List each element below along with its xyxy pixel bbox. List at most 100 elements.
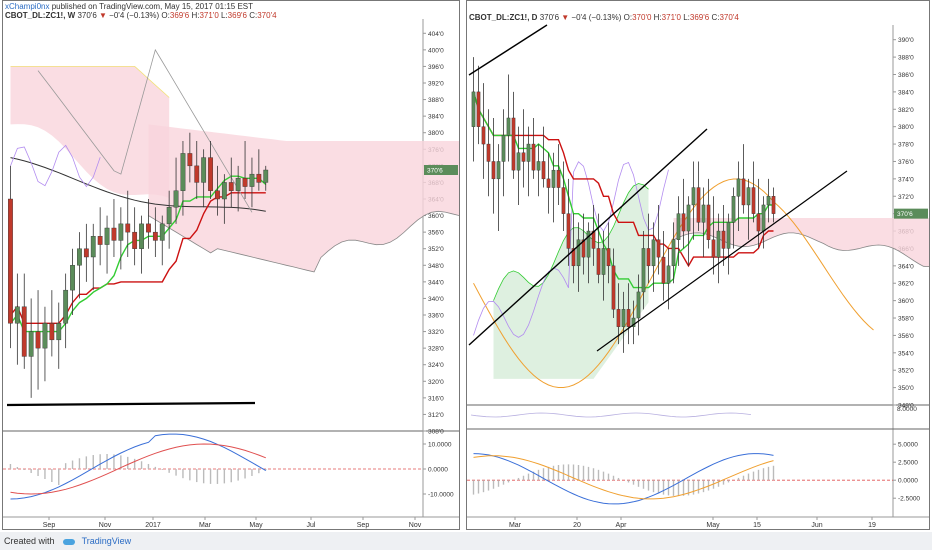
candle xyxy=(611,265,616,310)
daily-chart-panel[interactable]: CBOT_DL:ZC1!, D 370'6 ▼ −0'4 (−0.13%) O:… xyxy=(466,0,930,530)
price-tick-label: 344'0 xyxy=(428,279,444,286)
time-tick-label: 20 xyxy=(573,522,581,529)
candle xyxy=(118,223,124,241)
price-tick-label: 340'0 xyxy=(428,296,444,303)
weekly-open: 369'6 xyxy=(169,11,190,20)
candle xyxy=(496,161,501,180)
moving-average-line xyxy=(10,157,266,212)
time-tick-label: 15 xyxy=(753,522,761,529)
ichimoku-cloud-edge xyxy=(148,210,459,273)
time-tick-label: 19 xyxy=(868,522,876,529)
time-tick-label: Apr xyxy=(616,522,628,529)
price-tick-label: 352'0 xyxy=(428,246,444,253)
lagging-span-line xyxy=(10,144,101,188)
price-tick-label: 308'0 xyxy=(428,429,444,436)
price-tick-label: 316'0 xyxy=(428,395,444,402)
price-tick-label: 360'0 xyxy=(428,213,444,220)
footer-bar: Created with TradingView xyxy=(0,532,932,550)
candle xyxy=(536,161,541,171)
candle xyxy=(706,204,711,240)
created-with-label: Created with xyxy=(4,536,55,546)
candle xyxy=(132,231,138,249)
candle xyxy=(551,169,556,188)
weekly-close: 370'4 xyxy=(257,11,277,20)
daily-high: 371'0 xyxy=(661,13,681,22)
tradingview-brand-link[interactable]: TradingView xyxy=(81,536,132,546)
candle xyxy=(761,204,766,232)
price-tick-label: 332'0 xyxy=(428,329,444,336)
price-tick-label: 348'0 xyxy=(428,263,444,270)
candle xyxy=(159,223,165,241)
candle xyxy=(646,248,651,267)
price-tick-label: 400'0 xyxy=(428,47,444,54)
time-tick-label: Mar xyxy=(199,522,212,529)
trend-line xyxy=(468,128,708,346)
high-label: H: xyxy=(191,11,200,20)
chikou-span-line xyxy=(37,48,253,213)
close-label: C: xyxy=(711,13,720,22)
candle xyxy=(591,230,596,249)
weekly-chart-panel[interactable]: xChampi0nx published on TradingView.com,… xyxy=(2,0,460,530)
macd-tick-label: -2.5000 xyxy=(898,496,920,503)
open-label: O: xyxy=(623,13,633,22)
candle xyxy=(521,152,526,162)
weekly-chart-canvas[interactable]: 404'0400'0396'0392'0388'0384'0380'0376'0… xyxy=(3,1,459,529)
weekly-symbol: CBOT_DL:ZC1!, W xyxy=(5,11,76,20)
price-tick-label: 364'0 xyxy=(898,263,914,270)
candle xyxy=(766,196,771,206)
price-tick-label: 362'0 xyxy=(898,281,914,288)
candle xyxy=(486,143,491,162)
lagging-span-line xyxy=(473,161,669,338)
daily-chart-canvas[interactable]: 390'0 388'0 386'0 384'0 382'0 380'0 378'0 376'0… xyxy=(467,1,929,529)
author-name[interactable]: xChampi0nx xyxy=(5,2,50,11)
weekly-last-price: 370'6 xyxy=(77,11,97,20)
daily-chart-header: CBOT_DL:ZC1!, D 370'6 ▼ −0'4 (−0.13%) O:… xyxy=(469,13,739,22)
price-tick-label: 356'0 xyxy=(428,230,444,237)
price-tick-label: 382'0 xyxy=(898,107,914,114)
candle xyxy=(561,187,566,214)
candle xyxy=(263,169,269,183)
last-price-label: 370'6 xyxy=(427,168,443,175)
candle xyxy=(235,178,241,191)
low-label: L: xyxy=(221,11,228,20)
candle xyxy=(651,239,656,267)
time-tick-label: Sep xyxy=(357,522,370,529)
candle xyxy=(721,230,726,249)
candle xyxy=(481,126,486,145)
high-label: H: xyxy=(653,13,662,22)
candle xyxy=(676,213,681,240)
candle xyxy=(180,153,186,191)
last-price-marker xyxy=(894,208,928,219)
macd-line xyxy=(473,453,774,505)
candle xyxy=(90,236,96,258)
candle xyxy=(166,207,172,225)
macd-tick-label: 5.0000 xyxy=(898,442,918,449)
candle xyxy=(691,187,696,206)
down-arrow-icon: ▼ xyxy=(561,13,570,22)
price-tick-label: 350'0 xyxy=(898,385,914,392)
price-tick-label: 336'0 xyxy=(428,313,444,320)
candle xyxy=(506,117,511,136)
price-tick-label: 312'0 xyxy=(428,412,444,419)
daily-change: −0'4 (−0.13%) xyxy=(571,13,622,22)
candle xyxy=(471,91,476,127)
candle xyxy=(56,323,62,341)
candle xyxy=(42,323,48,349)
trend-line xyxy=(6,401,256,407)
candle xyxy=(511,117,516,171)
candle xyxy=(63,289,69,324)
macd-signal-line xyxy=(10,443,266,495)
price-tick-label: 352'0 xyxy=(898,368,914,375)
price-tick-label: 376'0 xyxy=(898,159,914,166)
price-tick-label: 372'0 xyxy=(898,194,914,201)
down-arrow-icon: ▼ xyxy=(99,11,107,20)
candle xyxy=(491,161,496,180)
candle xyxy=(77,248,82,266)
candle xyxy=(681,213,686,232)
price-tick-label: 328'0 xyxy=(428,346,444,353)
time-tick-label: Jul xyxy=(307,522,316,529)
price-tick-label: 320'0 xyxy=(428,379,444,386)
candle xyxy=(256,173,262,183)
trend-line xyxy=(468,24,548,76)
candle xyxy=(686,204,691,232)
